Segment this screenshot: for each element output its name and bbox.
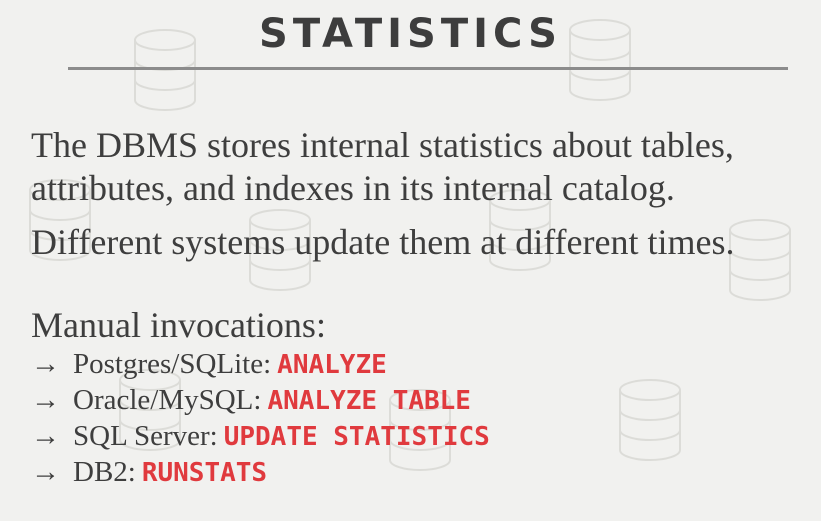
command-text: UPDATE STATISTICS (223, 422, 490, 452)
manual-invocations-heading: Manual invocations: (31, 305, 326, 345)
list-item: → DB2: RUNSTATS (31, 454, 490, 490)
list-item: → Oracle/MySQL: ANALYZE TABLE (31, 382, 490, 418)
arrow-icon: → (31, 456, 60, 488)
update-timing-note: Different systems update them at differe… (31, 222, 735, 262)
list-item: → SQL Server: UPDATE STATISTICS (31, 418, 490, 454)
system-name: Oracle/MySQL: (73, 384, 262, 416)
system-name: Postgres/SQLite: (73, 348, 272, 380)
title-divider (68, 67, 788, 70)
command-text: ANALYZE TABLE (267, 386, 471, 416)
system-name: SQL Server: (73, 420, 218, 452)
list-item: → Postgres/SQLite: ANALYZE (31, 346, 490, 382)
arrow-icon: → (31, 348, 60, 380)
slide-title: STATISTICS (259, 11, 562, 57)
system-name: DB2: (73, 456, 136, 488)
command-text: ANALYZE (277, 350, 387, 380)
statistics-description: The DBMS stores internal statistics abou… (31, 125, 734, 208)
arrow-icon: → (31, 384, 60, 416)
command-text: RUNSTATS (141, 458, 268, 488)
arrow-icon: → (31, 420, 60, 452)
manual-invocation-list: → Postgres/SQLite: ANALYZE → Oracle/MySQL: A… (31, 346, 490, 490)
